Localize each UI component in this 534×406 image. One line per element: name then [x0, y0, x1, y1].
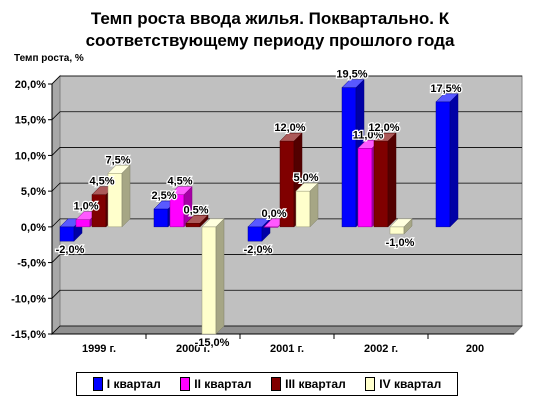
bar-front: [435, 101, 451, 228]
data-label: 19,5%: [336, 69, 367, 81]
bar-2-2: [169, 186, 193, 228]
bar-front: [153, 208, 169, 228]
bar-front: [357, 148, 373, 228]
data-label: 5,0%: [293, 172, 318, 184]
bar-side: [199, 214, 209, 228]
data-label: 0,5%: [183, 204, 208, 216]
legend-label-q1: I квартал: [106, 377, 161, 391]
data-label: 17,5%: [430, 83, 461, 95]
bar-side: [403, 218, 413, 235]
plot-side-wall: [51, 74, 61, 336]
legend-label-q2: II квартал: [194, 377, 252, 391]
x-tick-label: 1999 г.: [82, 343, 116, 355]
data-label: 4,5%: [89, 176, 114, 188]
bar-front: [75, 219, 91, 228]
data-label: -15,0%: [195, 337, 230, 349]
y-axis-label: Темп роста, %: [14, 53, 84, 64]
bar-4-3: [295, 182, 319, 228]
legend-label-q4: IV квартал: [379, 377, 442, 391]
data-label: -2,0%: [244, 244, 273, 256]
data-label: 11,0%: [353, 129, 384, 141]
data-label: -1,0%: [386, 237, 415, 249]
y-tick-label: 20,0%: [15, 79, 46, 91]
y-tick-label: -15,0%: [11, 329, 46, 341]
bar-front: [59, 226, 75, 242]
gridline: [51, 111, 522, 120]
y-tick-label: -5,0%: [17, 258, 46, 270]
bar-4-4: [389, 218, 413, 235]
bar-side: [215, 218, 225, 335]
chart-title: Темп роста ввода жилья. Поквартально. К …: [85, 9, 455, 50]
bar-side: [121, 164, 131, 228]
y-tick-label: 5,0%: [21, 186, 46, 198]
bar-front: [247, 226, 263, 242]
legend-item-q2: II квартал: [180, 377, 252, 391]
legend: I квартал II квартал III квартал IV квар…: [76, 372, 458, 396]
legend-swatch-q1: [92, 377, 103, 391]
legend-swatch-q4: [365, 377, 376, 391]
bar-4-1: [107, 164, 131, 228]
legend-item-q4: IV квартал: [365, 377, 441, 391]
bar-side: [309, 182, 319, 228]
data-label: 7,5%: [105, 154, 130, 166]
bar-front: [295, 190, 311, 228]
bar-front: [389, 226, 405, 235]
gridline: [51, 254, 522, 263]
x-tick-label: 2001 г.: [270, 343, 304, 355]
x-tick-label: 2000 г.: [176, 343, 210, 355]
gridline: [51, 289, 522, 299]
data-label: 12,0%: [274, 122, 305, 134]
bar-front: [185, 223, 201, 228]
data-label: 12,0%: [368, 122, 399, 134]
data-label: -2,0%: [56, 244, 85, 256]
bar-front: [373, 140, 389, 228]
y-tick-label: -10,0%: [11, 293, 46, 305]
gridline: [51, 325, 522, 335]
legend-item-q3: III квартал: [271, 377, 346, 391]
x-tick-label: 200: [466, 343, 484, 355]
legend-label-q3: III квартал: [285, 377, 346, 391]
gridline: [51, 75, 522, 85]
y-tick-label: 0,0%: [21, 222, 46, 234]
data-label: 4,5%: [167, 176, 192, 188]
y-tick-label: 15,0%: [15, 115, 46, 127]
legend-item-q1: I квартал: [92, 377, 161, 391]
legend-swatch-q3: [271, 377, 282, 391]
bar-front: [341, 87, 357, 228]
data-label: 1,0%: [73, 201, 98, 213]
x-tick-label: 2002 г.: [364, 343, 398, 355]
plot-floor: [50, 325, 524, 335]
bar-1-3: [247, 218, 271, 242]
bar-3-2: [185, 214, 209, 228]
bar-3-4: [373, 132, 397, 228]
bar-front: [201, 226, 217, 335]
bar-4-2: [201, 218, 225, 335]
data-label: 0,0%: [261, 208, 286, 220]
data-label: 2,5%: [151, 190, 176, 202]
bar-1-5: [435, 93, 459, 228]
bar-side: [449, 93, 459, 228]
legend-swatch-q2: [180, 377, 191, 391]
bar-side: [387, 132, 397, 228]
y-tick-label: 10,0%: [15, 150, 46, 162]
